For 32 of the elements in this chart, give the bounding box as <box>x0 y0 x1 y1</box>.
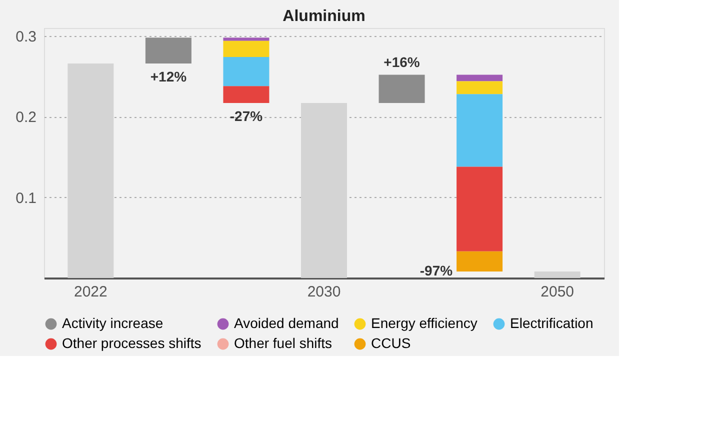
x-tick-label: 2030 <box>307 284 341 300</box>
chart-title: Aluminium <box>282 8 366 25</box>
legend-label: Avoided demand <box>234 315 339 331</box>
annotation: -27% <box>230 108 264 124</box>
bar <box>145 38 192 64</box>
bar <box>68 63 114 278</box>
bar <box>456 94 503 167</box>
legend-label: CCUS <box>371 335 411 351</box>
bar <box>456 74 503 82</box>
annotation: +16% <box>384 54 420 70</box>
legend-label: Other fuel shifts <box>234 335 332 351</box>
annotation: +12% <box>150 68 188 84</box>
bar <box>223 86 270 103</box>
bar <box>534 272 580 278</box>
bar <box>223 40 270 58</box>
bar <box>456 166 503 252</box>
legend-label: Other processes shifts <box>62 335 202 351</box>
bar <box>456 251 503 272</box>
bar <box>223 38 270 41</box>
legend-label: Electrification <box>510 315 594 331</box>
legend-label: Activity increase <box>62 315 164 331</box>
annotation: -97% <box>420 262 454 279</box>
y-tick-label: 0.2 <box>16 109 36 126</box>
x-tick-label: 2022 <box>74 284 108 300</box>
bar <box>456 81 503 94</box>
bar <box>301 103 347 278</box>
legend-label: Energy efficiency <box>371 315 478 331</box>
x-tick-label: 2050 <box>540 284 574 300</box>
bar <box>378 74 425 103</box>
bar <box>223 57 270 86</box>
y-tick-label: 0.3 <box>16 28 36 46</box>
y-tick-label: 0.1 <box>16 190 36 207</box>
